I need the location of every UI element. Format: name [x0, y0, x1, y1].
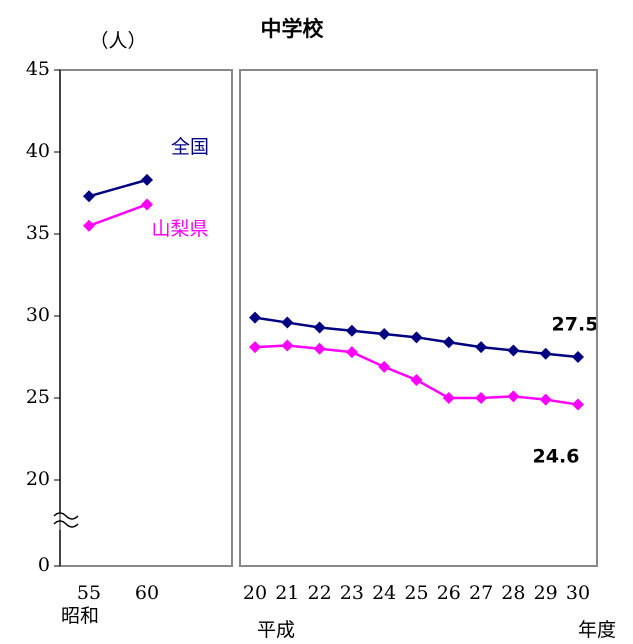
x-tick-label: 26	[437, 582, 461, 604]
x-tick-label: 60	[135, 582, 159, 604]
x-tick-label: 22	[308, 582, 332, 604]
x-axis-label: 年度	[578, 619, 616, 641]
y-tick-label: 35	[26, 222, 50, 244]
point	[410, 373, 423, 386]
era-label: 平成	[257, 619, 295, 641]
y-tick-label: 45	[26, 58, 50, 80]
y-tick-label: 30	[26, 304, 50, 326]
point	[539, 393, 552, 406]
x-tick-label: 21	[275, 582, 299, 604]
point	[345, 324, 358, 337]
x-tick-label: 24	[372, 582, 396, 604]
data-label: 27.5	[552, 314, 599, 336]
x-tick-label: 29	[534, 582, 558, 604]
y-unit: （人）	[89, 30, 146, 52]
x-tick-label: 55	[77, 582, 101, 604]
point	[249, 311, 261, 324]
point	[83, 190, 95, 203]
x-tick-label: 20	[243, 582, 267, 604]
panel-frame	[239, 69, 598, 567]
legend-label: 全国	[171, 136, 209, 158]
point	[507, 390, 520, 403]
point	[345, 346, 358, 359]
point	[572, 398, 584, 411]
x-tick-label: 27	[469, 582, 493, 604]
point	[378, 360, 391, 373]
x-tick-label: 28	[501, 582, 525, 604]
y-tick-label: 25	[26, 386, 50, 408]
series-line	[88, 203, 148, 227]
point	[378, 328, 391, 341]
y-tick-label: 20	[26, 468, 50, 490]
point	[83, 219, 95, 232]
data-label: 24.6	[533, 446, 580, 468]
x-tick-label: 23	[340, 582, 364, 604]
point	[313, 342, 326, 355]
y-tick-label: 40	[26, 140, 50, 162]
legend-label: 山梨県	[151, 218, 208, 240]
series-line	[88, 178, 148, 198]
x-tick-label: 30	[566, 582, 590, 604]
point	[572, 351, 584, 363]
axis-break	[53, 512, 79, 528]
point	[281, 316, 294, 329]
point	[313, 321, 326, 334]
point	[442, 336, 455, 349]
point	[475, 392, 488, 404]
point	[141, 173, 153, 186]
x-tick-label: 25	[404, 582, 428, 604]
point	[410, 331, 423, 344]
chart-title: 中学校	[261, 17, 325, 41]
point	[507, 344, 520, 357]
point	[442, 392, 455, 404]
point	[141, 198, 153, 211]
point	[539, 347, 552, 360]
era-label: 昭和	[61, 605, 99, 627]
y-tick-label: 0	[38, 554, 50, 576]
point	[281, 339, 294, 352]
point	[475, 341, 488, 354]
point	[249, 341, 261, 354]
